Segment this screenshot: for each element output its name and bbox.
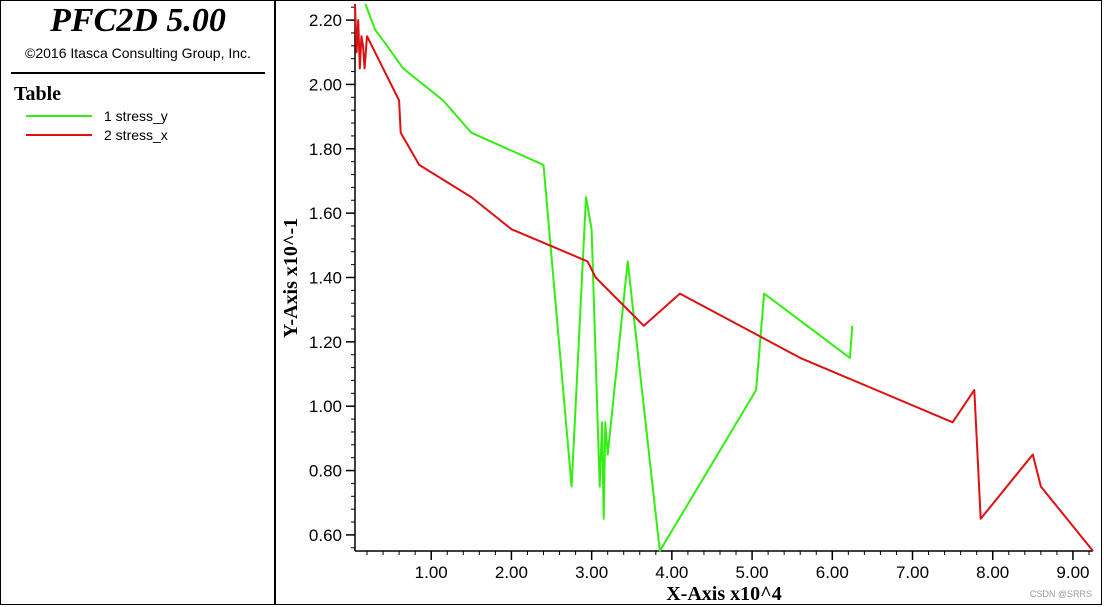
series-line-stress-x <box>354 3 1094 552</box>
y-ticks: 0.60 0.80 1.00 1.20 1.40 1.60 1.80 2.00 2.20 <box>309 6 355 549</box>
y-tick-label: 0.80 <box>309 462 342 481</box>
x-ticks: 1.00 2.00 3.00 4.00 5.00 6.00 7.00 8.00 9.00 <box>366 551 1089 582</box>
x-tick-label: 7.00 <box>896 563 929 582</box>
y-tick-label: 2.00 <box>309 75 342 94</box>
x-tick-label: 8.00 <box>976 563 1009 582</box>
legend-swatch-stress-y <box>26 115 92 117</box>
series-line-stress-y <box>364 3 854 552</box>
chart: 0.60 0.80 1.00 1.20 1.40 1.60 1.80 2.00 2.20 1.0… <box>280 3 1094 605</box>
y-tick-label: 1.60 <box>309 204 342 223</box>
y-axis-title: Y-Axis x10^-1 <box>280 218 302 338</box>
legend-panel: PFC2D 5.00 ©2016 Itasca Consulting Group… <box>0 0 276 605</box>
x-tick-label: 5.00 <box>736 563 769 582</box>
watermark: CSDN @SRRS <box>1029 589 1092 599</box>
x-tick-label: 6.00 <box>816 563 849 582</box>
title-divider <box>11 72 265 74</box>
y-tick-label: 1.80 <box>309 140 342 159</box>
legend-heading: Table <box>14 83 62 105</box>
x-tick-label: 2.00 <box>495 563 528 582</box>
x-tick-label: 4.00 <box>655 563 688 582</box>
x-tick-label: 3.00 <box>575 563 608 582</box>
y-tick-label: 0.60 <box>309 526 342 545</box>
series-layer <box>354 3 1094 552</box>
y-tick-label: 1.40 <box>309 269 342 288</box>
y-tick-label: 1.20 <box>309 333 342 352</box>
legend-label-stress-x: 2 stress_x <box>104 127 168 143</box>
x-axis-title: X-Axis x10^4 <box>666 583 782 605</box>
legend-swatch-stress-x <box>26 134 92 136</box>
y-tick-label: 2.20 <box>309 11 342 30</box>
x-tick-label: 9.00 <box>1056 563 1089 582</box>
app-title: PFC2D 5.00 <box>50 2 226 39</box>
x-tick-label: 1.00 <box>415 563 448 582</box>
copyright-text: ©2016 Itasca Consulting Group, Inc. <box>25 45 251 61</box>
y-tick-label: 1.00 <box>309 397 342 416</box>
legend-label-stress-y: 1 stress_y <box>104 108 168 124</box>
